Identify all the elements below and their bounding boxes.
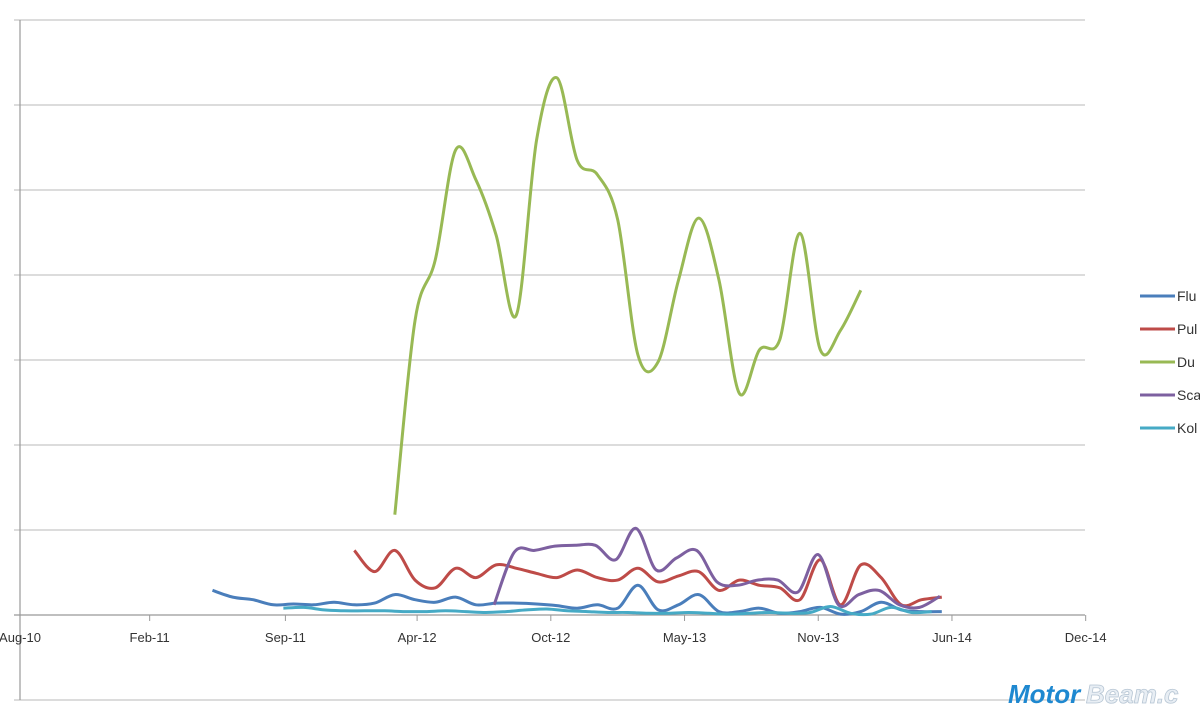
x-tick-label: Feb-11 xyxy=(130,630,170,645)
legend-label: Flu xyxy=(1177,288,1196,304)
axes xyxy=(19,20,1087,700)
x-tick-label: Dec-14 xyxy=(1065,630,1107,645)
watermark-logo: Motor Beam.c xyxy=(1008,679,1179,710)
x-tick-label: Nov-13 xyxy=(797,630,839,645)
x-tick-label: Sep-11 xyxy=(265,630,306,645)
watermark-accent: Beam.c xyxy=(1086,679,1179,709)
legend-label: Pul xyxy=(1177,321,1197,337)
series-line-kol xyxy=(283,604,932,617)
x-tick-labels: Aug-10 Feb-11 Sep-11 Apr-12 Oct-12 May-13 Nov-… xyxy=(0,630,1107,645)
x-tick-label: Jun-14 xyxy=(932,630,972,645)
legend-label: Kol xyxy=(1177,420,1197,436)
x-tick-label: Oct-12 xyxy=(531,630,570,645)
series-lines xyxy=(211,76,943,617)
series-line-pul xyxy=(353,548,943,608)
series-line-du xyxy=(393,76,863,515)
legend-label: Du xyxy=(1177,354,1195,370)
legend-label: Sca xyxy=(1177,387,1200,403)
gridlines xyxy=(14,19,1085,701)
x-tick-label: Apr-12 xyxy=(398,630,437,645)
watermark-main: Motor xyxy=(1008,679,1082,709)
x-tick-label: May-13 xyxy=(663,630,706,645)
series-line-sca xyxy=(492,526,941,610)
x-tick-label: Aug-10 xyxy=(0,630,41,645)
legend: Flu Pul Du Sca Kol xyxy=(1140,288,1200,436)
